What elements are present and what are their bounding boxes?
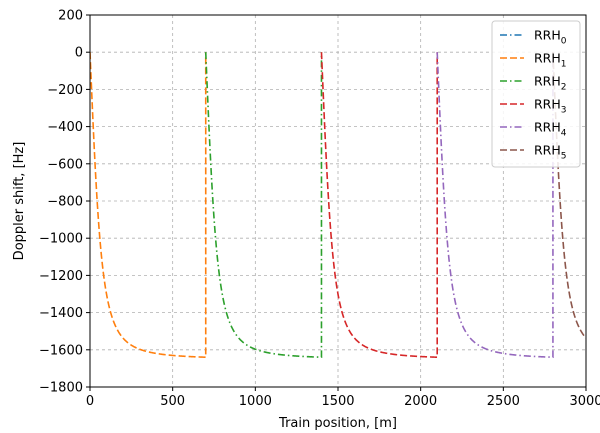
series-line-rrh1 (90, 52, 207, 359)
legend-label: RRH4 (534, 120, 567, 139)
y-axis-label: Doppler shift, [Hz] (12, 142, 27, 261)
series-line-rrh4 (436, 52, 554, 359)
series-line-rrh3 (320, 52, 439, 359)
y-tick-label: 0 (75, 46, 83, 61)
legend: RRH0 RRH1 RRH2 RRH3 RRH4 RRH5 (491, 20, 581, 168)
ticks: 0 500 1000 1500 2000 2500 30002000−200−400−600… (39, 9, 600, 410)
y-tick-label: −1600 (39, 343, 83, 358)
series-line-rrh2 (204, 52, 323, 359)
x-tick-label: 2000 (404, 394, 437, 409)
y-tick-label: 200 (58, 9, 83, 24)
x-tick-label: 3000 (569, 394, 600, 409)
y-tick-label: −400 (47, 120, 83, 135)
x-tick-label: 0 (86, 394, 94, 409)
legend-label: RRH5 (534, 143, 567, 162)
legend-label: RRH2 (534, 74, 567, 93)
x-tick-label: 1500 (321, 394, 354, 409)
x-axis-label: Train position, [m] (278, 416, 397, 431)
y-tick-label: −1200 (39, 269, 83, 284)
x-tick-label: 1000 (239, 394, 272, 409)
y-tick-label: −200 (47, 83, 83, 98)
y-tick-label: −600 (47, 157, 83, 172)
y-tick-label: −800 (47, 195, 83, 210)
legend-label: RRH0 (534, 28, 567, 47)
legend-label: RRH3 (534, 97, 567, 116)
y-tick-label: −1000 (39, 232, 83, 247)
y-tick-label: −1400 (39, 306, 83, 321)
series-layer (90, 52, 586, 359)
legend-label: RRH1 (534, 51, 567, 70)
x-tick-label: 500 (160, 394, 185, 409)
y-tick-label: −1800 (39, 381, 83, 396)
series-line-rrh5 (552, 52, 586, 339)
x-tick-label: 2500 (487, 394, 520, 409)
